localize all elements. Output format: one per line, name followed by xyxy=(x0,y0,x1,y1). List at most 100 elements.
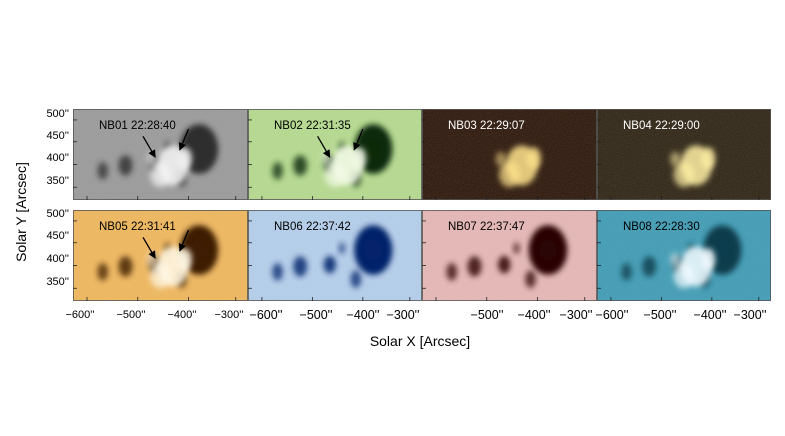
sunspot-umbra xyxy=(539,240,557,261)
y-tick-label: 350'' xyxy=(46,175,69,187)
panel-7: NB07 22:37:47 xyxy=(422,210,597,301)
bright-region-mark xyxy=(321,151,332,167)
x-ticks-col4: −600'' −500'' −400'' −300'' xyxy=(596,308,767,322)
bright-region-mark xyxy=(178,248,192,271)
y-tick-label: 400'' xyxy=(46,253,69,265)
panel-border xyxy=(597,109,771,200)
bright-region-mark xyxy=(495,151,506,167)
sunspot-mark xyxy=(97,263,108,281)
arrow-icon xyxy=(178,128,190,151)
panel-1: NB01 22:28:40 xyxy=(73,109,248,200)
panel-texture xyxy=(422,210,597,301)
panel-texture xyxy=(248,210,422,301)
panel-4: NB04 22:29:00 xyxy=(597,109,771,200)
panel-border xyxy=(73,109,248,200)
bright-region-mark xyxy=(670,252,681,268)
x-tick-label: −600'' xyxy=(596,308,629,322)
y-ticks-row1: 500'' 450'' 400'' 350'' xyxy=(46,108,69,187)
panel-label: NB08 22:28:30 xyxy=(623,221,700,233)
sunspot-mark xyxy=(323,255,336,274)
x-ticks-col1: −600'' −500'' −400'' −300'' xyxy=(66,309,244,321)
bright-region-mark xyxy=(527,147,541,170)
bright-region-mark xyxy=(352,147,367,170)
bright-region-mark xyxy=(150,161,171,188)
sunspot-mark xyxy=(446,263,457,281)
sunspot-mark xyxy=(272,162,283,180)
x-tick-label: −600'' xyxy=(250,308,283,322)
bright-region-mark xyxy=(701,147,716,170)
panel-border xyxy=(73,210,248,301)
x-tick-label: −500'' xyxy=(300,308,333,322)
arrow-icon xyxy=(353,128,364,151)
panel-8: NB08 22:28:30 xyxy=(597,210,771,301)
sunspot-umbra xyxy=(713,240,731,261)
y-tick-label: 500'' xyxy=(46,208,69,220)
y-tick-label: 450'' xyxy=(46,130,69,142)
sunspot-mark xyxy=(272,263,283,281)
sunspot-mark xyxy=(498,255,511,274)
arrow-icon xyxy=(142,236,156,259)
y-tick-label: 350'' xyxy=(46,276,69,288)
bright-region-mark xyxy=(673,161,695,188)
bright-region-mark xyxy=(701,248,716,271)
x-tick-label: −300'' xyxy=(734,308,767,322)
sunspot-mark xyxy=(350,270,362,288)
y-tick-label: 400'' xyxy=(46,152,69,164)
y-tick-label: 500'' xyxy=(46,108,69,120)
panel-2: NB02 22:31:35 xyxy=(248,109,422,200)
panel-border xyxy=(248,210,422,301)
panel-border xyxy=(422,109,597,200)
panel-border xyxy=(248,109,422,200)
bright-region-mark xyxy=(150,262,171,289)
sunspot-umbra xyxy=(364,139,382,160)
panel-label: NB01 22:28:40 xyxy=(99,120,176,132)
panel-5: NB05 22:31:41 xyxy=(73,210,248,301)
panel-label: NB04 22:29:00 xyxy=(623,120,700,132)
panel-6: NB06 22:37:42 xyxy=(248,210,422,301)
x-tick-label: −400'' xyxy=(168,309,197,321)
sunspot-umbra xyxy=(364,240,382,261)
panel-label: NB06 22:37:42 xyxy=(274,221,351,233)
panel-label: NB07 22:37:47 xyxy=(448,221,525,233)
sunspot-mark xyxy=(293,155,308,176)
x-tick-label: −400'' xyxy=(347,308,380,322)
x-tick-label: −300'' xyxy=(215,309,244,321)
x-tick-label: −400'' xyxy=(518,308,551,322)
bright-region-mark xyxy=(146,151,157,167)
sunspot-mark xyxy=(97,162,108,180)
arrow-icon xyxy=(142,135,156,158)
x-tick-label: −300'' xyxy=(387,308,420,322)
sunspot-umbra xyxy=(190,139,208,160)
sunspot-mark xyxy=(293,256,308,277)
sunspot-mark xyxy=(118,155,133,176)
y-ticks-row2: 500'' 450'' 400'' 350'' xyxy=(46,208,69,288)
arrow-icon xyxy=(317,135,331,158)
x-axis-label: Solar X [Arcsec] xyxy=(370,333,470,349)
x-tick-label: −500'' xyxy=(471,308,504,322)
y-tick-label: 450'' xyxy=(46,230,69,242)
bright-region-mark xyxy=(499,161,520,188)
sunspot-mark xyxy=(467,256,482,277)
panel-label: NB05 22:31:41 xyxy=(99,221,176,233)
x-tick-label: −600'' xyxy=(66,309,95,321)
sunspot-mark xyxy=(513,242,520,255)
x-tick-label: −300'' xyxy=(560,308,593,322)
x-tick-label: −400'' xyxy=(694,308,727,322)
bright-region-mark xyxy=(324,161,346,188)
bright-region-mark xyxy=(670,151,681,167)
panel-border xyxy=(422,210,597,301)
bright-region-mark xyxy=(178,147,192,170)
sunspot-mark xyxy=(338,242,346,255)
panel-label: NB02 22:31:35 xyxy=(274,120,351,132)
sunspot-mark xyxy=(621,263,632,281)
arrow-icon xyxy=(178,229,190,252)
bright-region-mark xyxy=(146,252,157,268)
y-axis-label: Solar Y [Arcsec] xyxy=(13,162,29,262)
panel-3: NB03 22:29:07 xyxy=(422,109,597,200)
x-tick-label: −500'' xyxy=(117,309,146,321)
panel-border xyxy=(597,210,771,301)
sunspot-mark xyxy=(642,256,657,277)
sunspot-mark xyxy=(118,256,133,277)
sunspot-mark xyxy=(525,270,536,288)
